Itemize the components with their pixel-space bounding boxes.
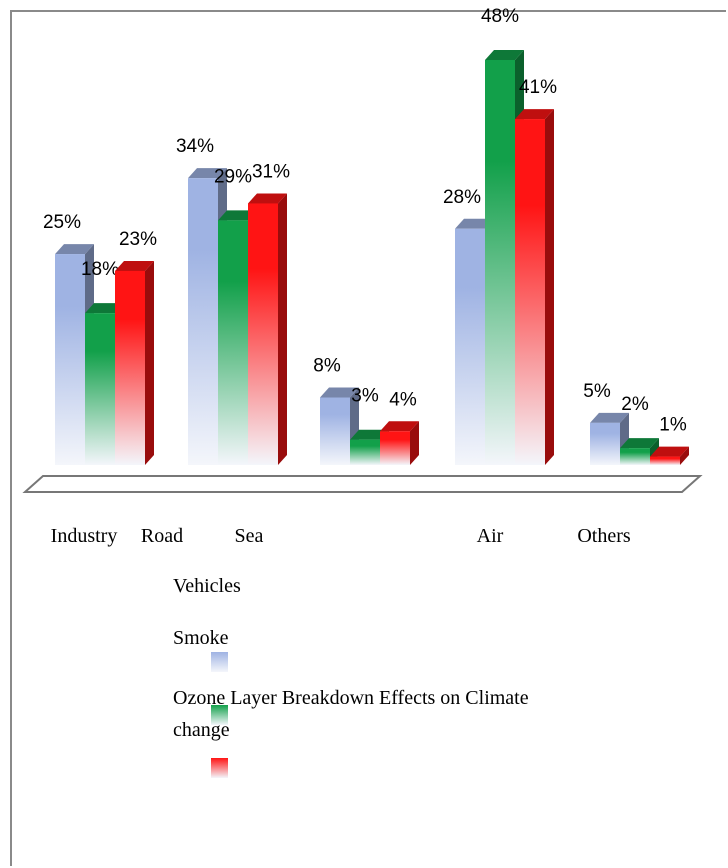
bar-top <box>350 429 389 440</box>
bar <box>455 228 485 465</box>
bar <box>85 313 115 465</box>
value-label: 31% <box>252 161 290 182</box>
bar <box>115 270 145 465</box>
bar <box>248 203 278 465</box>
value-label: 28% <box>443 187 481 208</box>
value-label: 1% <box>659 415 687 436</box>
bar-top <box>188 168 227 179</box>
bar <box>320 397 350 465</box>
x-tick-label: Industry <box>51 525 118 547</box>
legend-label: Smoke <box>173 627 229 649</box>
bar <box>188 178 218 465</box>
value-label: 48% <box>481 6 519 27</box>
bar <box>620 448 650 465</box>
x-tick-label: Others <box>577 525 631 547</box>
bar-side <box>545 109 554 465</box>
x-tick-label: Road <box>141 525 183 547</box>
value-label: 23% <box>119 229 157 250</box>
bar-top <box>650 446 689 457</box>
bar-side <box>278 193 287 465</box>
value-label: 18% <box>81 259 119 280</box>
bar-top <box>85 303 124 314</box>
bar <box>590 422 620 465</box>
value-label: 4% <box>389 389 417 410</box>
legend-label: Ozone Layer Breakdown Effects on Climate… <box>173 687 529 741</box>
bar-top <box>455 218 494 229</box>
value-label: 3% <box>351 386 379 407</box>
bar-side <box>145 260 154 465</box>
value-label: 29% <box>214 166 252 187</box>
bar-top <box>515 109 554 120</box>
floor <box>22 475 703 493</box>
value-label: 34% <box>176 136 214 157</box>
bar-side <box>410 421 419 465</box>
bar-top <box>248 193 287 204</box>
bar-top <box>320 387 359 398</box>
legend-swatch <box>211 652 228 672</box>
bar-side <box>680 446 689 465</box>
value-label: 5% <box>583 381 611 402</box>
bar-top <box>590 412 629 423</box>
chart-frame <box>10 10 726 866</box>
bar <box>515 119 545 465</box>
value-label: 2% <box>621 394 649 415</box>
bar <box>380 431 410 465</box>
value-label: 25% <box>43 212 81 233</box>
bar <box>55 254 85 465</box>
bar-top <box>218 210 257 221</box>
bar-top <box>115 260 154 271</box>
bar-top <box>55 244 94 255</box>
bar <box>218 220 248 465</box>
bar-top <box>620 438 659 449</box>
legend-label: Vehicles <box>173 575 241 597</box>
bar-top <box>380 421 419 432</box>
x-tick-label: Sea <box>235 525 264 547</box>
bar <box>350 439 380 465</box>
legend-swatch <box>211 705 228 725</box>
x-tick-label: Air <box>477 525 504 547</box>
bar <box>650 456 680 465</box>
value-label: 8% <box>313 356 341 377</box>
legend-swatch <box>211 758 228 778</box>
value-label: 41% <box>519 77 557 98</box>
bar <box>485 60 515 465</box>
bar-top <box>485 50 524 60</box>
